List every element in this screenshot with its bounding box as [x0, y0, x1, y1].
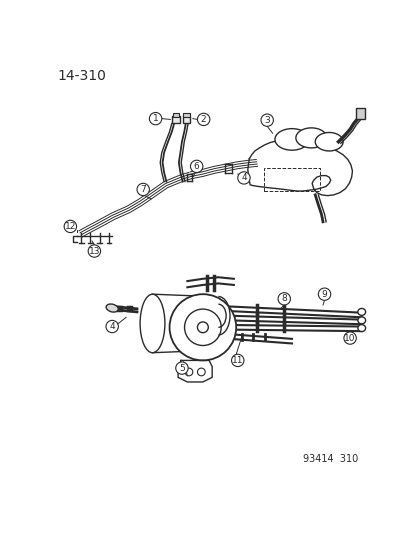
- Polygon shape: [247, 140, 351, 196]
- FancyBboxPatch shape: [172, 113, 178, 117]
- Polygon shape: [178, 360, 212, 382]
- Text: 10: 10: [344, 334, 355, 343]
- Ellipse shape: [295, 128, 326, 148]
- Circle shape: [237, 172, 249, 184]
- Ellipse shape: [274, 128, 308, 150]
- Text: 6: 6: [193, 162, 199, 171]
- Circle shape: [64, 220, 76, 232]
- Ellipse shape: [357, 309, 365, 316]
- Circle shape: [176, 362, 188, 374]
- Circle shape: [278, 293, 290, 305]
- Ellipse shape: [106, 304, 118, 312]
- Text: 2: 2: [200, 115, 206, 124]
- Ellipse shape: [140, 294, 164, 353]
- Text: 5: 5: [179, 364, 184, 373]
- Circle shape: [106, 320, 118, 333]
- Ellipse shape: [357, 317, 365, 324]
- Text: 11: 11: [231, 356, 243, 365]
- Text: 14-310: 14-310: [57, 69, 106, 83]
- Circle shape: [149, 112, 161, 125]
- Text: 9: 9: [321, 290, 327, 298]
- Circle shape: [231, 354, 243, 367]
- Circle shape: [137, 183, 149, 196]
- Text: 4: 4: [109, 322, 115, 331]
- Circle shape: [343, 332, 356, 344]
- Circle shape: [260, 114, 273, 126]
- Text: 13: 13: [88, 247, 100, 255]
- Circle shape: [197, 322, 208, 333]
- Text: 7: 7: [140, 185, 146, 194]
- Circle shape: [197, 368, 205, 376]
- FancyBboxPatch shape: [171, 116, 179, 123]
- Circle shape: [169, 294, 236, 360]
- Ellipse shape: [357, 325, 365, 332]
- Text: 3: 3: [263, 116, 269, 125]
- Polygon shape: [152, 294, 210, 353]
- Text: 4: 4: [240, 173, 246, 182]
- Circle shape: [88, 245, 100, 257]
- Text: 1: 1: [152, 114, 158, 123]
- FancyBboxPatch shape: [183, 113, 189, 117]
- Circle shape: [318, 288, 330, 301]
- Circle shape: [184, 309, 221, 345]
- Circle shape: [190, 160, 202, 173]
- Text: 93414  310: 93414 310: [302, 454, 357, 464]
- FancyBboxPatch shape: [355, 108, 364, 119]
- Text: 8: 8: [281, 294, 287, 303]
- Text: 12: 12: [64, 222, 76, 231]
- Circle shape: [185, 368, 192, 376]
- Circle shape: [197, 113, 209, 126]
- Ellipse shape: [314, 133, 342, 151]
- FancyBboxPatch shape: [182, 116, 190, 123]
